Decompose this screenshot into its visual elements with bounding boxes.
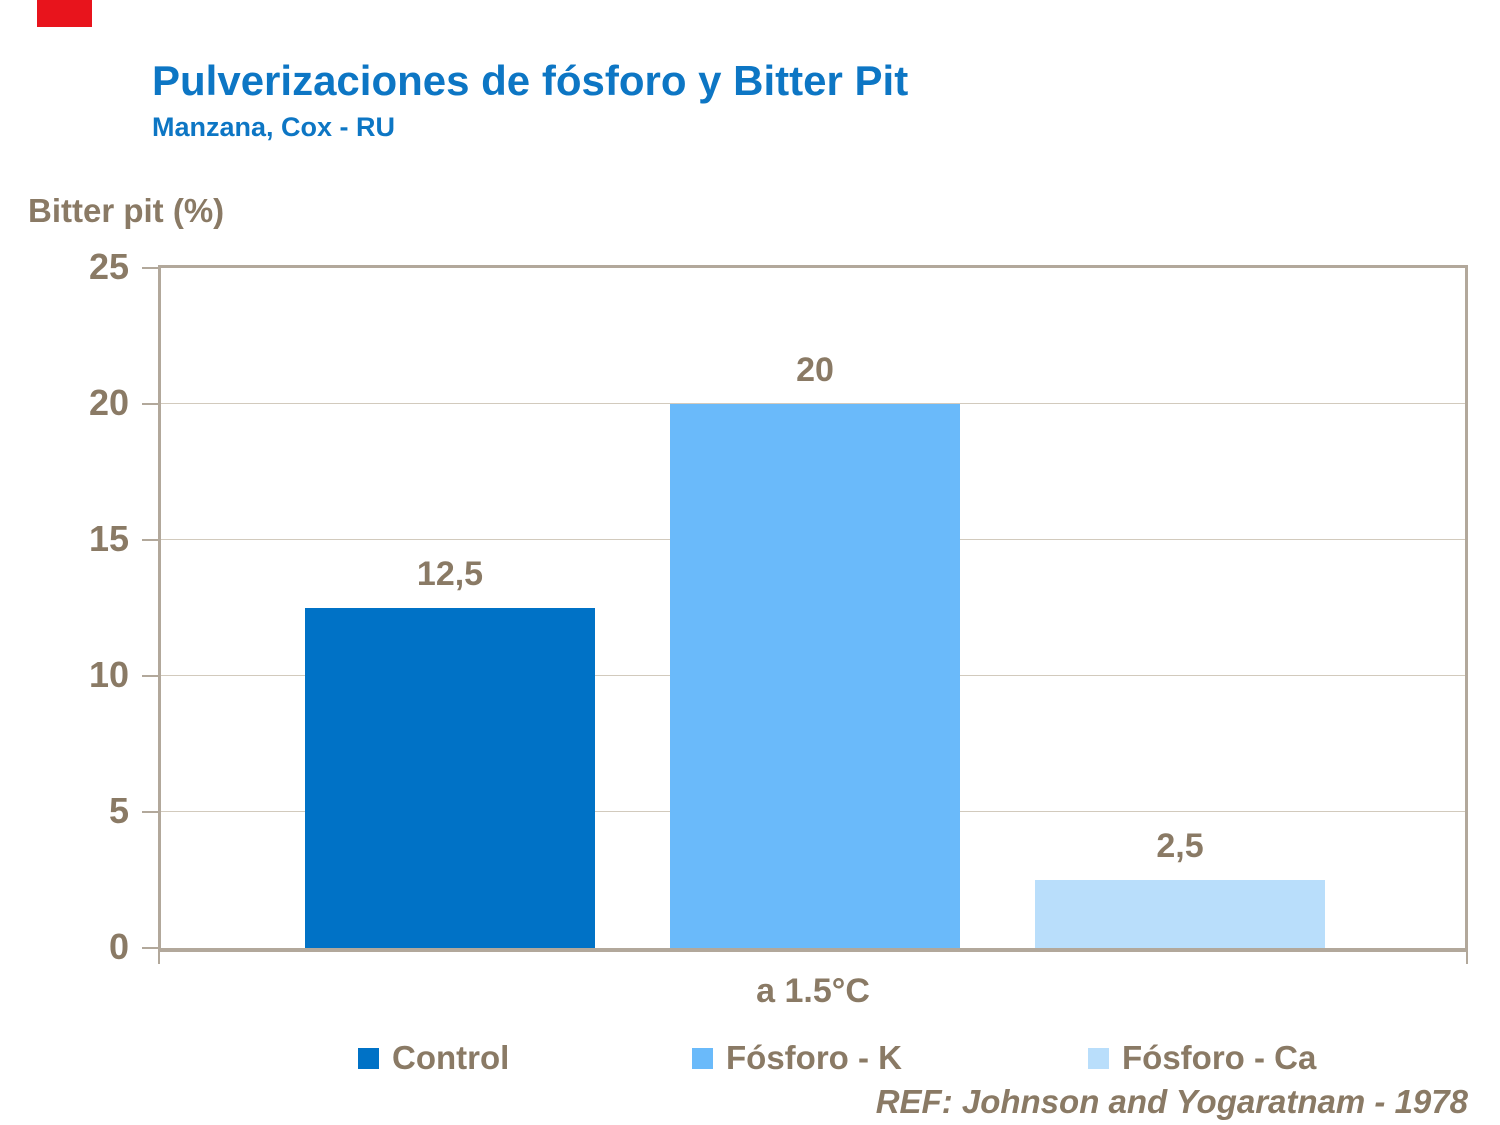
y-tick-mark-5: [142, 811, 158, 813]
chart-legend: Control Fósforo - K Fósforo - Ca: [0, 1034, 1500, 1082]
gridline-y-20: [161, 403, 1465, 404]
bar-data-label-2: 20: [796, 351, 834, 389]
y-tick-label-20: 20: [88, 382, 129, 423]
y-tick-mark-15: [142, 539, 158, 541]
corner-tick-right: [1466, 948, 1468, 964]
legend-label-3: Fósforo - Ca: [1122, 1039, 1317, 1076]
bar-data-label-1: 12,5: [416, 555, 484, 593]
legend-swatch-3: [1088, 1047, 1109, 1069]
y-axis-title: Bitter pit (%): [28, 192, 225, 229]
red-accent-rectangle: [37, 0, 92, 27]
bar-data-label-3: 2,5: [1156, 827, 1204, 865]
legend-item-2: Fósforo - K: [692, 1034, 902, 1082]
y-tick-mark-25: [142, 267, 158, 269]
bar-3: [1035, 880, 1325, 948]
reference-text: REF: Johnson and Yogaratnam - 1978: [875, 1083, 1468, 1120]
y-tick-mark-20: [142, 403, 158, 405]
chart-title: Pulverizaciones de fósforo y Bitter Pit: [152, 57, 909, 104]
legend-item-1: Control: [358, 1034, 509, 1082]
plot-area: 0 5 10 15 20 25 12,5 20 2,5: [89, 247, 1468, 967]
legend-swatch-1: [358, 1047, 379, 1069]
y-tick-label-15: 15: [88, 518, 129, 559]
y-tick-label-10: 10: [88, 654, 129, 695]
chart-subtitle: Manzana, Cox - RU: [152, 112, 396, 142]
bar-2: [670, 404, 960, 948]
y-tick-mark-10: [142, 675, 158, 677]
legend-label-2: Fósforo - K: [726, 1039, 902, 1076]
legend-label-1: Control: [392, 1039, 510, 1076]
legend-item-3: Fósforo - Ca: [1088, 1034, 1316, 1082]
bar-1: [305, 608, 595, 948]
legend-swatch-2: [692, 1047, 713, 1069]
x-axis-category-label: a 1.5°C: [756, 972, 870, 1010]
y-tick-label-25: 25: [88, 246, 129, 287]
y-tick-label-5: 5: [108, 790, 129, 831]
y-tick-label-0: 0: [108, 926, 129, 967]
corner-tick-left: [158, 948, 160, 964]
y-tick-mark-0: [142, 947, 158, 949]
